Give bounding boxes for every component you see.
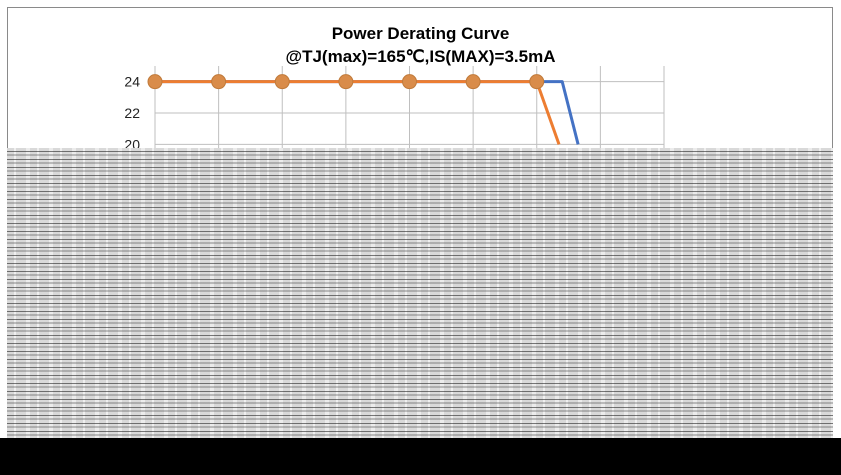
data-point bbox=[147, 74, 163, 90]
chart-title: Power Derating Curve bbox=[331, 24, 510, 43]
corrupted-region bbox=[7, 148, 833, 438]
data-point bbox=[338, 74, 354, 90]
y-tick-label: 22 bbox=[124, 105, 140, 121]
chart-subtitle: @TJ(max)=165℃,IS(MAX)=3.5mA bbox=[285, 47, 556, 66]
data-point bbox=[529, 74, 545, 90]
y-tick-label: 24 bbox=[124, 74, 140, 90]
data-point bbox=[274, 74, 290, 90]
data-point bbox=[465, 74, 481, 90]
data-point bbox=[402, 74, 417, 90]
series-line-1 bbox=[155, 80, 561, 145]
bottom-bar bbox=[0, 438, 841, 475]
data-point bbox=[211, 74, 227, 90]
